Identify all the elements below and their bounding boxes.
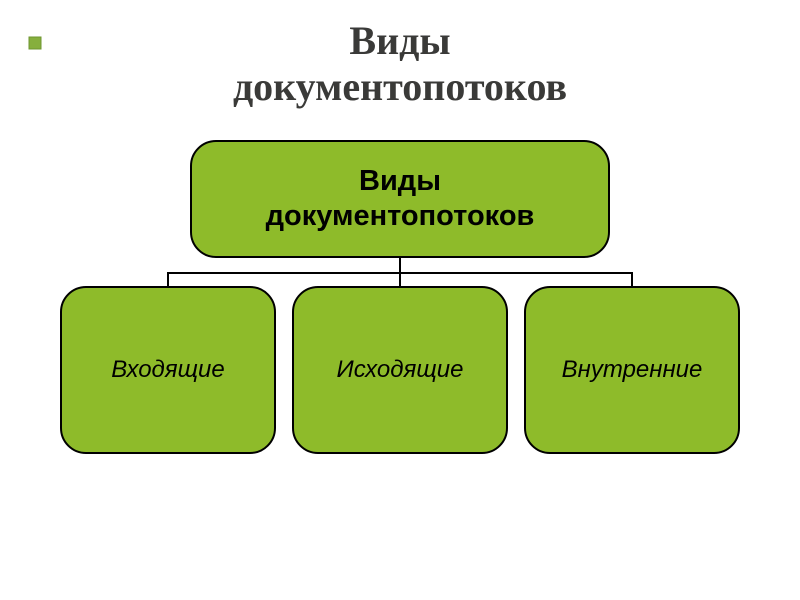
title-line-1: Виды: [349, 18, 450, 63]
connector-drop-1: [167, 272, 169, 286]
title-bullet-icon: [28, 36, 42, 50]
connector-stem: [399, 258, 401, 272]
connector-drop-2: [399, 272, 401, 286]
page-title: Виды документопотоков: [0, 0, 800, 110]
child-label: Входящие: [111, 356, 225, 384]
connector-drop-3: [631, 272, 633, 286]
child-node-2: Исходящие: [292, 286, 508, 454]
children-row: Входящие Исходящие Внутренние: [60, 286, 740, 454]
root-node-label: Виды документопотоков: [266, 164, 535, 234]
hierarchy-diagram: Виды документопотоков Входящие Исходящие…: [60, 140, 740, 454]
child-label: Исходящие: [337, 356, 464, 384]
child-label: Внутренние: [562, 356, 703, 384]
root-node: Виды документопотоков: [190, 140, 610, 258]
title-line-2: документопотоков: [233, 64, 567, 109]
child-node-1: Входящие: [60, 286, 276, 454]
connector-group: [60, 258, 740, 286]
child-node-3: Внутренние: [524, 286, 740, 454]
